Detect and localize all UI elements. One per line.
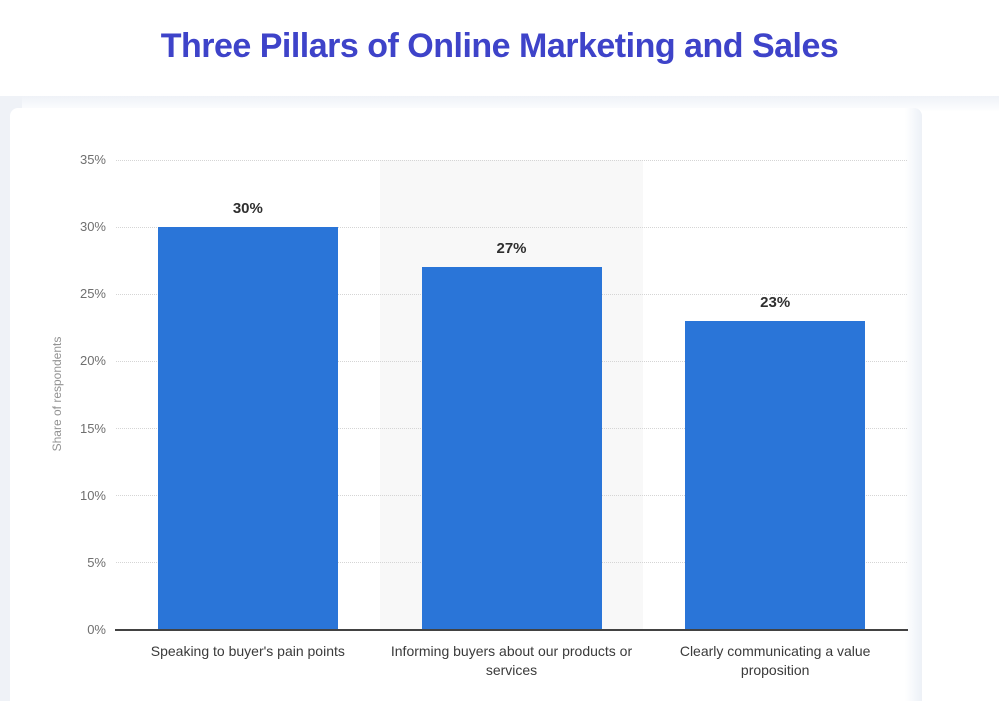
gridline [116,159,907,161]
bar-value-label: 27% [496,240,527,258]
x-axis-line [115,629,908,631]
y-axis-tick-label: 20% [79,353,106,369]
x-axis-category-label: Informing buyers about our products or s… [390,643,633,678]
y-axis-tick-label: 5% [87,554,106,570]
y-axis-tick-label: 15% [79,420,106,436]
y-axis-tick-label: 30% [79,219,106,235]
y-axis-tick-label: 25% [79,286,106,302]
y-axis-tick-label: 10% [79,487,106,503]
y-axis-tick-label: 0% [87,622,106,637]
card-right-shadow [905,108,922,701]
y-axis-title: Share of respondents [50,336,64,452]
bar-value-label: 30% [232,200,263,218]
bar[interactable] [421,267,602,630]
gridline [116,226,907,228]
bar[interactable] [685,321,866,630]
x-axis-category-label: Clearly communicating a value propositio… [679,643,871,678]
chart-title: Three Pillars of Online Marketing and Sa… [160,27,839,65]
x-axis-category-label: Speaking to buyer's pain points [150,643,345,659]
bar[interactable] [157,227,338,630]
bar-value-label: 23% [760,294,791,312]
y-axis-tick-label: 35% [79,152,106,167]
